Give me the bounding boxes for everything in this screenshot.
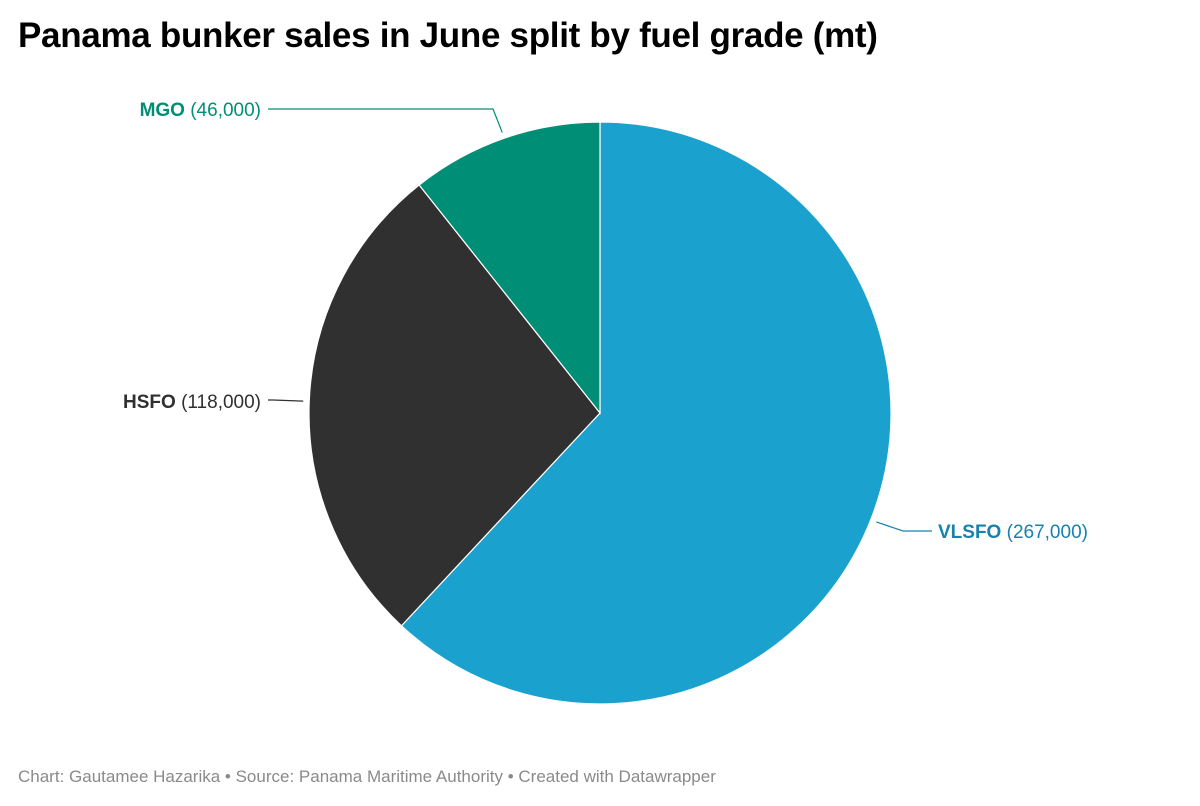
slice-label-name: MGO [140, 100, 185, 121]
pie-slice-vlsfo [400, 121, 892, 705]
slice-label-value: (118,000) [176, 392, 261, 413]
slice-label-hsfo: HSFO (118,000) [123, 392, 261, 413]
slice-label-mgo: MGO (46,000) [140, 100, 261, 121]
pie-slices [308, 121, 892, 705]
pie-slice-hsfo [308, 184, 601, 627]
slice-label-value: (267,000) [1001, 522, 1088, 543]
slice-label-name: HSFO [123, 392, 176, 413]
chart-footer: Chart: Gautamee Hazarika • Source: Panam… [18, 767, 716, 786]
leader-line-mgo [268, 108, 503, 133]
slice-label-vlsfo: VLSFO (267,000) [938, 522, 1088, 543]
chart-title: Panama bunker sales in June split by fue… [18, 16, 878, 55]
pie-slice-mgo [418, 121, 601, 415]
slice-label-name: VLSFO [938, 522, 1001, 543]
slice-label-value: (46,000) [185, 100, 261, 121]
label-leader-lines [268, 108, 932, 532]
leader-line-vlsfo [876, 521, 932, 532]
leader-line-hsfo [268, 399, 304, 402]
slice-labels: VLSFO (267,000) HSFO (118,000) MGO (46,000… [123, 100, 1088, 543]
